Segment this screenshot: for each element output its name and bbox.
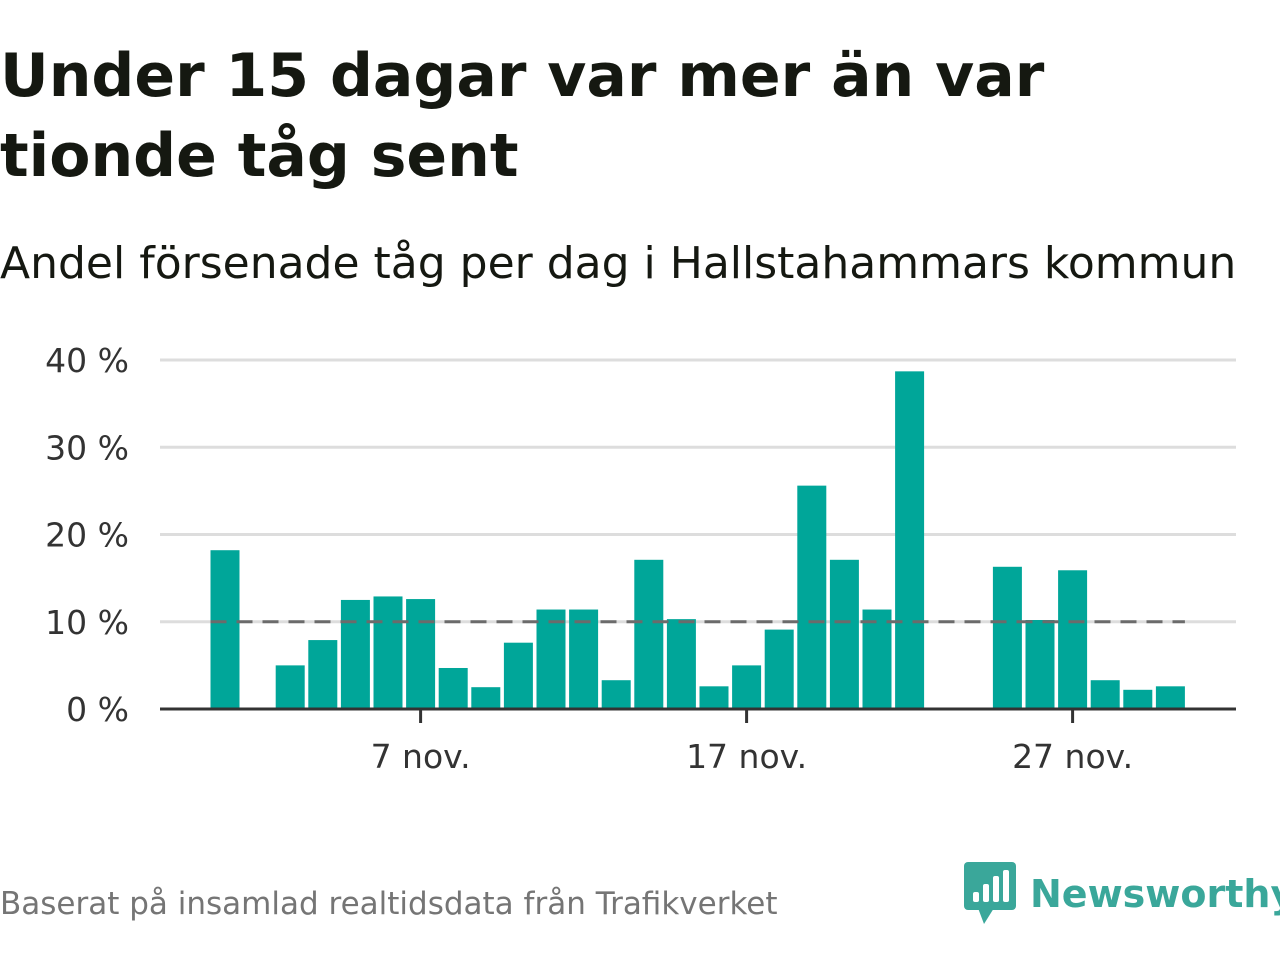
- y-tick-label: 10 %: [45, 603, 129, 642]
- y-tick-label: 40 %: [45, 341, 129, 380]
- bar: [569, 609, 599, 709]
- bar: [438, 667, 468, 709]
- bar: [536, 609, 566, 709]
- bar: [764, 629, 794, 709]
- bar: [992, 566, 1022, 709]
- bar: [829, 559, 859, 709]
- bar: [275, 665, 305, 709]
- bar: [1025, 620, 1055, 709]
- bar: [732, 665, 762, 709]
- bar-chart: 0 % 10 % 20 % 30 % 40 % 7 nov. 17 nov. 27 nov.: [45, 341, 1236, 776]
- bar: [308, 640, 338, 709]
- bar: [601, 680, 631, 709]
- bar: [797, 485, 827, 709]
- x-tick-label: 7 nov.: [371, 737, 471, 776]
- bar: [634, 559, 664, 709]
- bar: [210, 550, 240, 709]
- bar: [340, 599, 370, 709]
- bar: [1123, 689, 1153, 709]
- x-tick-label: 17 nov.: [686, 737, 807, 776]
- bar: [1058, 570, 1088, 709]
- bar: [699, 686, 729, 709]
- bar: [406, 599, 436, 709]
- bar: [373, 596, 403, 709]
- y-tick-label: 20 %: [45, 516, 129, 555]
- bar: [895, 371, 925, 709]
- source-note: Baserat på insamlad realtidsdata från Tr…: [0, 886, 778, 922]
- chart-title: Under 15 dagar var mer än var tionde tåg…: [0, 41, 1045, 191]
- newsworthy-logo-icon: [964, 862, 1016, 924]
- bars: [210, 371, 1185, 709]
- y-tick-label: 0 %: [66, 690, 129, 729]
- y-tick-label: 30 %: [45, 428, 129, 467]
- bar: [471, 687, 501, 709]
- bar: [1155, 686, 1185, 709]
- bar: [503, 642, 533, 709]
- axes: 0 % 10 % 20 % 30 % 40 % 7 nov. 17 nov. 27 nov.: [45, 341, 1236, 776]
- bar: [1090, 680, 1120, 709]
- brand-name: Newsworthy: [1030, 872, 1280, 916]
- bar: [862, 609, 892, 709]
- bar: [666, 619, 696, 709]
- brand-logo: Newsworthy: [964, 862, 1280, 926]
- chart-subtitle: Andel försenade tåg per dag i Hallstaham…: [0, 238, 1237, 289]
- x-tick-label: 27 nov.: [1012, 737, 1133, 776]
